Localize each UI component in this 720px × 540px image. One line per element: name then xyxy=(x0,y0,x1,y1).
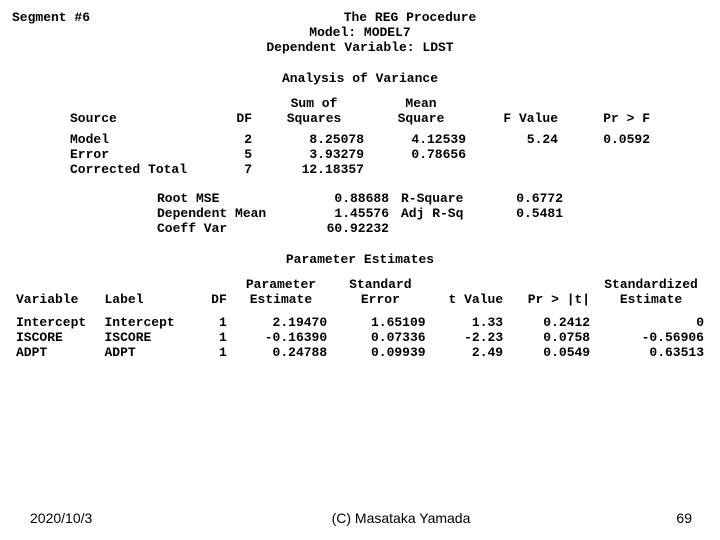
parm-iscore-pt: 0.0758 xyxy=(507,330,594,345)
parm-title: Parameter Estimates xyxy=(12,252,708,267)
parm-iscore-std: -0.56906 xyxy=(594,330,708,345)
coeffvar-value: 60.92232 xyxy=(293,221,395,236)
proc-title: The REG Procedure xyxy=(212,10,608,25)
rootmse-value: 0.88688 xyxy=(293,191,395,206)
adjrsq-label: Adj R-Sq xyxy=(395,206,487,221)
parm-iscore-var: ISCORE xyxy=(12,330,100,345)
parm-adpt-var: ADPT xyxy=(12,345,100,360)
parm-adpt-lbl: ADPT xyxy=(100,345,188,360)
table-row: Corrected Total 7 12.18357 xyxy=(64,162,656,177)
parm-adpt-pt: 0.0549 xyxy=(507,345,594,360)
parm-iscore-df: 1 xyxy=(189,330,231,345)
footer-date: 2020/10/3 xyxy=(0,510,230,526)
source-header: Source xyxy=(64,111,206,126)
anova-ctotal-label: Corrected Total xyxy=(64,162,206,177)
parm-table: Parameter Standard Standardized Variable… xyxy=(12,277,708,360)
ms-header-2: Square xyxy=(370,111,472,126)
parm-iscore-lbl: ISCORE xyxy=(100,330,188,345)
anova-ctotal-df: 7 xyxy=(206,162,258,177)
ss-header-1: Sum of xyxy=(258,96,370,111)
parm-se-h2: Error xyxy=(331,292,429,307)
parm-intercept-t: 1.33 xyxy=(430,315,508,330)
footer-page: 69 xyxy=(572,510,720,526)
anova-title: Analysis of Variance xyxy=(12,71,708,86)
parm-se-h1: Standard xyxy=(331,277,429,292)
ss-header-2: Squares xyxy=(258,111,370,126)
parm-t-h: t Value xyxy=(430,292,508,307)
parm-intercept-se: 1.65109 xyxy=(331,315,429,330)
table-row: ISCORE ISCORE 1 -0.16390 0.07336 -2.23 0… xyxy=(12,330,708,345)
adjrsq-value: 0.5481 xyxy=(487,206,569,221)
anova-model-pf: 0.0592 xyxy=(564,132,656,147)
anova-error-ss: 3.93279 xyxy=(258,147,370,162)
depvar-label: Dependent Variable: LDST xyxy=(12,40,708,55)
parm-df-h: DF xyxy=(189,292,231,307)
parm-intercept-pt: 0.2412 xyxy=(507,315,594,330)
rootmse-label: Root MSE xyxy=(151,191,293,206)
segment-label: Segment #6 xyxy=(12,10,212,25)
table-row: ADPT ADPT 1 0.24788 0.09939 2.49 0.0549 … xyxy=(12,345,708,360)
anova-header-table: Sum of Mean Source DF Squares Square F V… xyxy=(64,96,656,126)
parm-var-h: Variable xyxy=(12,292,100,307)
table-row: Error 5 3.93279 0.78656 xyxy=(64,147,656,162)
parm-adpt-std: 0.63513 xyxy=(594,345,708,360)
parm-lbl-h: Label xyxy=(100,292,188,307)
footer: 2020/10/3 (C) Masataka Yamada 69 xyxy=(0,510,720,526)
anova-model-fv: 5.24 xyxy=(472,132,564,147)
parm-iscore-se: 0.07336 xyxy=(331,330,429,345)
parm-intercept-est: 2.19470 xyxy=(231,315,331,330)
parm-iscore-t: -2.23 xyxy=(430,330,508,345)
model-label: Model: MODEL7 xyxy=(12,25,708,40)
fit-stats-table: Root MSE 0.88688 R-Square 0.6772 Depende… xyxy=(151,191,569,236)
ms-header-1: Mean xyxy=(370,96,472,111)
anova-model-ms: 4.12539 xyxy=(370,132,472,147)
anova-error-ms: 0.78656 xyxy=(370,147,472,162)
pf-header: Pr > F xyxy=(564,111,656,126)
anova-error-df: 5 xyxy=(206,147,258,162)
parm-adpt-df: 1 xyxy=(189,345,231,360)
parm-iscore-est: -0.16390 xyxy=(231,330,331,345)
parm-adpt-se: 0.09939 xyxy=(331,345,429,360)
footer-copy: (C) Masataka Yamada xyxy=(230,510,572,526)
anova-model-ss: 8.25078 xyxy=(258,132,370,147)
table-row: Model 2 8.25078 4.12539 5.24 0.0592 xyxy=(64,132,656,147)
fv-header: F Value xyxy=(472,111,564,126)
parm-est-h1: Parameter xyxy=(231,277,331,292)
parm-intercept-df: 1 xyxy=(189,315,231,330)
parm-intercept-var: Intercept xyxy=(12,315,100,330)
df-header: DF xyxy=(206,111,258,126)
anova-error-label: Error xyxy=(64,147,206,162)
rsq-value: 0.6772 xyxy=(487,191,569,206)
parm-adpt-t: 2.49 xyxy=(430,345,508,360)
rsq-label: R-Square xyxy=(395,191,487,206)
anova-body-table: Model 2 8.25078 4.12539 5.24 0.0592 Erro… xyxy=(64,132,656,177)
anova-model-df: 2 xyxy=(206,132,258,147)
parm-std-h1: Standardized xyxy=(594,277,708,292)
parm-intercept-std: 0 xyxy=(594,315,708,330)
parm-std-h2: Estimate xyxy=(594,292,708,307)
depmean-label: Dependent Mean xyxy=(151,206,293,221)
parm-pt-h: Pr > |t| xyxy=(507,292,594,307)
table-row: Intercept Intercept 1 2.19470 1.65109 1.… xyxy=(12,315,708,330)
depmean-value: 1.45576 xyxy=(293,206,395,221)
anova-model-label: Model xyxy=(64,132,206,147)
parm-intercept-lbl: Intercept xyxy=(100,315,188,330)
parm-est-h2: Estimate xyxy=(231,292,331,307)
coeffvar-label: Coeff Var xyxy=(151,221,293,236)
parm-adpt-est: 0.24788 xyxy=(231,345,331,360)
anova-ctotal-ss: 12.18357 xyxy=(258,162,370,177)
